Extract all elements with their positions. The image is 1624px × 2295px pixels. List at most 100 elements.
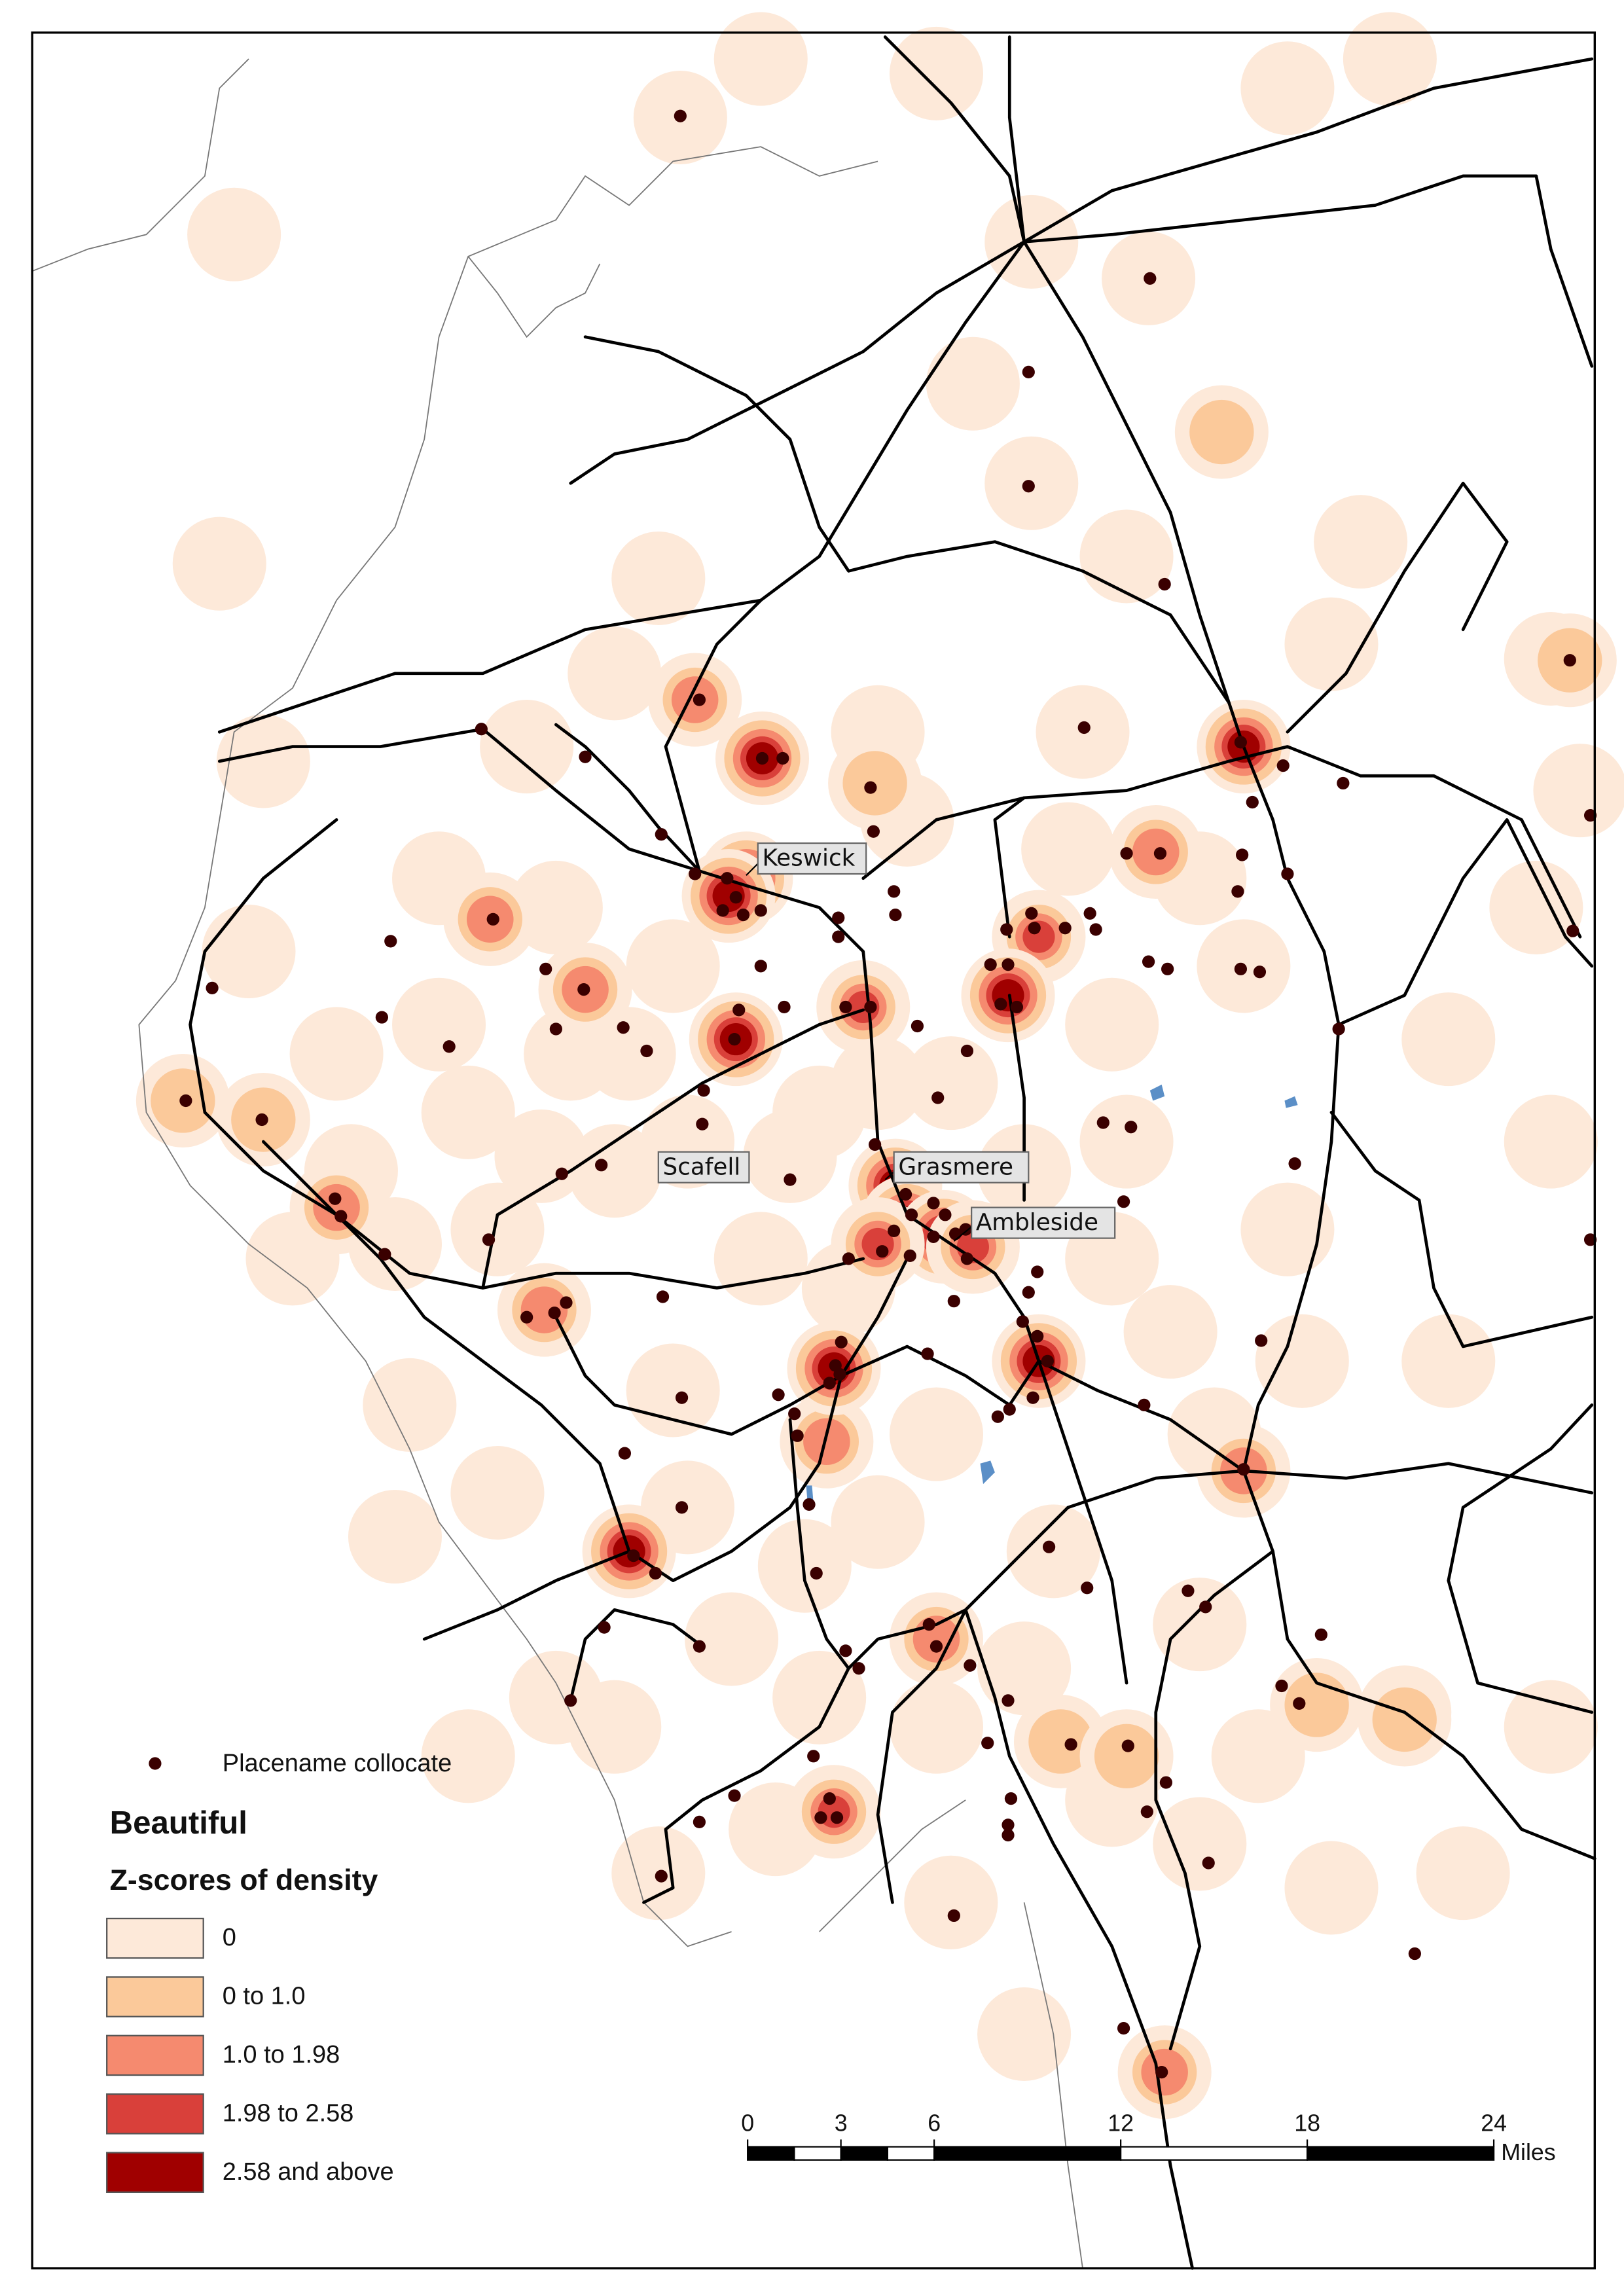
density-zone: [421, 1065, 515, 1159]
placename-point: [922, 1618, 935, 1631]
placename-point: [1058, 922, 1072, 935]
density-zone: [1021, 802, 1115, 896]
placename-point: [475, 723, 488, 736]
placename-point: [1161, 962, 1174, 975]
placename-points: [179, 109, 1597, 2079]
road: [1447, 1403, 1594, 1714]
placename-point: [1117, 2021, 1130, 2035]
placename-point: [375, 1011, 388, 1024]
placename-point: [539, 962, 552, 975]
scale-tick-label: 12: [1108, 2110, 1134, 2137]
lake: [980, 1460, 995, 1485]
placename-point: [577, 983, 590, 996]
placename-point: [832, 911, 845, 924]
scale-tick-label: 24: [1481, 2110, 1507, 2137]
placename-point: [732, 1003, 746, 1017]
density-zone: [363, 1358, 457, 1452]
placename-point: [693, 693, 706, 706]
road: [189, 818, 865, 1290]
placename-point: [1001, 1818, 1015, 1832]
legend-swatch: [106, 2152, 204, 2194]
placename-point: [947, 1295, 960, 1308]
road: [861, 745, 1582, 939]
legend-point-label: Placename collocate: [223, 1750, 452, 1777]
density-zone: [712, 879, 745, 913]
placename-point: [1083, 907, 1096, 920]
place-label: Scafell: [663, 1153, 741, 1180]
placename-point: [1022, 365, 1035, 378]
placename-point: [716, 904, 729, 917]
placename-point: [1234, 736, 1248, 749]
placename-point: [1026, 1391, 1039, 1404]
placename-point: [1142, 955, 1155, 968]
placename-point: [1155, 2065, 1168, 2079]
density-zone: [1079, 509, 1174, 604]
placename-point: [888, 1224, 901, 1238]
legend-label: 1.98 to 2.58: [223, 2099, 354, 2127]
placename-point: [810, 1566, 823, 1580]
road: [481, 1008, 865, 1290]
lakes: [806, 1084, 1298, 1504]
road: [422, 1549, 631, 1641]
placename-point: [1003, 1403, 1016, 1416]
placename-point: [549, 1022, 562, 1036]
placename-point: [656, 1290, 670, 1303]
coastline: [31, 58, 1083, 2269]
placename-point: [1563, 654, 1576, 667]
placename-point: [675, 1391, 689, 1404]
density-zone: [847, 990, 880, 1024]
density-zone: [831, 1475, 925, 1569]
placename-point: [839, 1644, 852, 1657]
placename-point: [689, 867, 702, 880]
placename-point: [384, 935, 397, 948]
placename-point: [921, 1347, 934, 1360]
placename-point: [803, 1498, 816, 1511]
density-zone: [926, 336, 1020, 431]
road: [554, 723, 701, 873]
road: [554, 1315, 843, 1436]
placename-point: [1031, 1329, 1044, 1343]
placename-point: [947, 1909, 960, 1923]
placename-point: [1081, 1581, 1094, 1595]
density-zone: [450, 1445, 545, 1540]
scale-segment: [886, 2146, 935, 2161]
placename-point: [1138, 1398, 1151, 1411]
label-box: [757, 842, 867, 875]
placename-point: [548, 1306, 561, 1320]
scale-unit: Miles: [1501, 2139, 1555, 2165]
placename-point: [1231, 885, 1244, 898]
placename-point: [1255, 1334, 1268, 1347]
density-zone: [685, 1592, 779, 1686]
placename-point: [1275, 1679, 1288, 1693]
placename-point: [927, 1197, 940, 1210]
density-zone: [520, 1286, 568, 1333]
road: [1007, 35, 1594, 368]
placename-point: [784, 1173, 797, 1186]
placename-point: [442, 1040, 456, 1053]
map-frame: [31, 31, 1596, 2269]
placename-point: [931, 1091, 945, 1104]
placename-point: [1028, 922, 1041, 935]
road: [876, 1608, 967, 1904]
placename-point: [852, 1662, 865, 1675]
placename-point: [728, 1789, 741, 1802]
placename-point: [1246, 795, 1259, 809]
density-zone: [392, 977, 486, 1072]
density-zone: [348, 1490, 442, 1584]
placename-point: [627, 1549, 640, 1563]
placename-point: [830, 1811, 844, 1824]
scale-segment: [933, 2146, 1122, 2161]
place-labels: Keswick Scafell Grasmere Ambleside: [657, 842, 1116, 1242]
road: [1286, 481, 1509, 734]
placename-point: [564, 1694, 577, 1707]
density-zone: [289, 1007, 384, 1101]
placename-point: [889, 909, 902, 922]
density-zone: [1240, 41, 1335, 136]
legend-swatch: [106, 1917, 204, 1959]
road: [1022, 57, 1594, 244]
placename-point: [864, 781, 877, 794]
density-zone: [1094, 1724, 1159, 1788]
placename-point: [1144, 272, 1157, 285]
density-zone: [889, 1387, 984, 1481]
